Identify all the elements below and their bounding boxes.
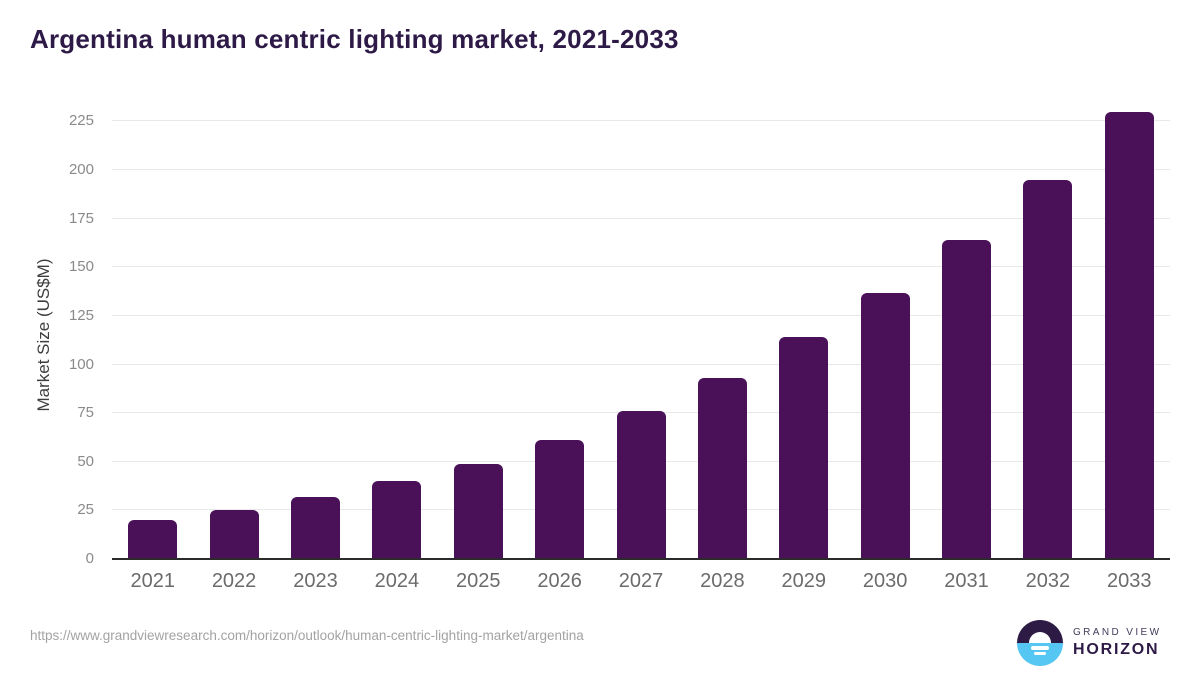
x-axis-tick-label: 2030 [862, 570, 908, 592]
y-axis-tick-label: 100 [68, 355, 94, 373]
gridline [112, 217, 1170, 219]
x-axis-tick-label: 2031 [944, 570, 989, 592]
x-axis-line [112, 558, 1170, 560]
bar-2032 [1023, 179, 1073, 559]
horizon-sunrise-icon [1017, 620, 1063, 666]
bar-2031 [942, 240, 992, 559]
gridline [112, 169, 1170, 171]
gridline [112, 266, 1170, 268]
sun-reflection-bar [1031, 646, 1049, 650]
y-axis-tick-label: 25 [77, 501, 94, 519]
plot-area: 0 25 50 75 100 125 150 175 200 225 2021 2022 2023 202… [69, 100, 1170, 592]
source-url: https://www.grandviewresearch.com/horizo… [30, 628, 584, 643]
x-axis-tick-label: 2028 [700, 570, 745, 592]
sun-shape [1029, 632, 1051, 643]
bar-2025 [453, 463, 503, 559]
bar-2033 [1104, 111, 1154, 559]
bar-2027 [616, 411, 666, 559]
bar-2024 [372, 481, 422, 559]
x-axis-tick-label: 2033 [1107, 570, 1152, 592]
bar-2021 [128, 520, 178, 559]
bar-2030 [860, 292, 910, 559]
x-axis-tick-label: 2025 [455, 570, 501, 592]
y-axis-tick-label: 150 [68, 258, 94, 276]
x-axis-tick-label: 2027 [618, 570, 664, 592]
x-axis-tick-label: 2029 [781, 570, 827, 592]
x-axis-tick-label: 2032 [1025, 570, 1071, 592]
x-axis-tick-label: 2023 [293, 570, 338, 592]
y-axis-tick-label: 125 [68, 306, 94, 324]
gridline [112, 363, 1170, 365]
x-axis-tick-label: 2021 [130, 570, 175, 592]
grand-view-horizon-logo: GRAND VIEW HORIZON [1017, 620, 1161, 666]
chart-title: Argentina human centric lighting market,… [30, 24, 679, 54]
logo-text: GRAND VIEW HORIZON [1073, 628, 1161, 658]
bar-2028 [697, 378, 747, 559]
y-axis-tick-label: 0 [85, 550, 94, 567]
x-axis-tick-label: 2022 [211, 570, 257, 592]
y-axis-title: Market Size (US$M) [34, 258, 53, 412]
gridline [112, 314, 1170, 316]
sun-reflection-bar [1034, 652, 1046, 655]
y-axis-tick-label: 175 [68, 209, 94, 227]
x-axis-tick-label: 2024 [374, 570, 420, 592]
x-axis-tick-label: 2026 [537, 570, 582, 592]
bar-2023 [290, 496, 340, 559]
y-axis-tick-label: 225 [68, 112, 94, 130]
bar-2026 [535, 440, 585, 559]
y-axis-tick-label: 200 [68, 161, 94, 179]
bar-2022 [209, 510, 259, 559]
gridline [112, 120, 1170, 122]
logo-brand-name: GRAND VIEW [1073, 627, 1162, 638]
logo-product-name: HORIZON [1073, 641, 1160, 658]
bar-2029 [779, 337, 829, 559]
y-axis-tick-label: 50 [77, 452, 94, 470]
y-axis-tick-label: 75 [77, 404, 94, 422]
